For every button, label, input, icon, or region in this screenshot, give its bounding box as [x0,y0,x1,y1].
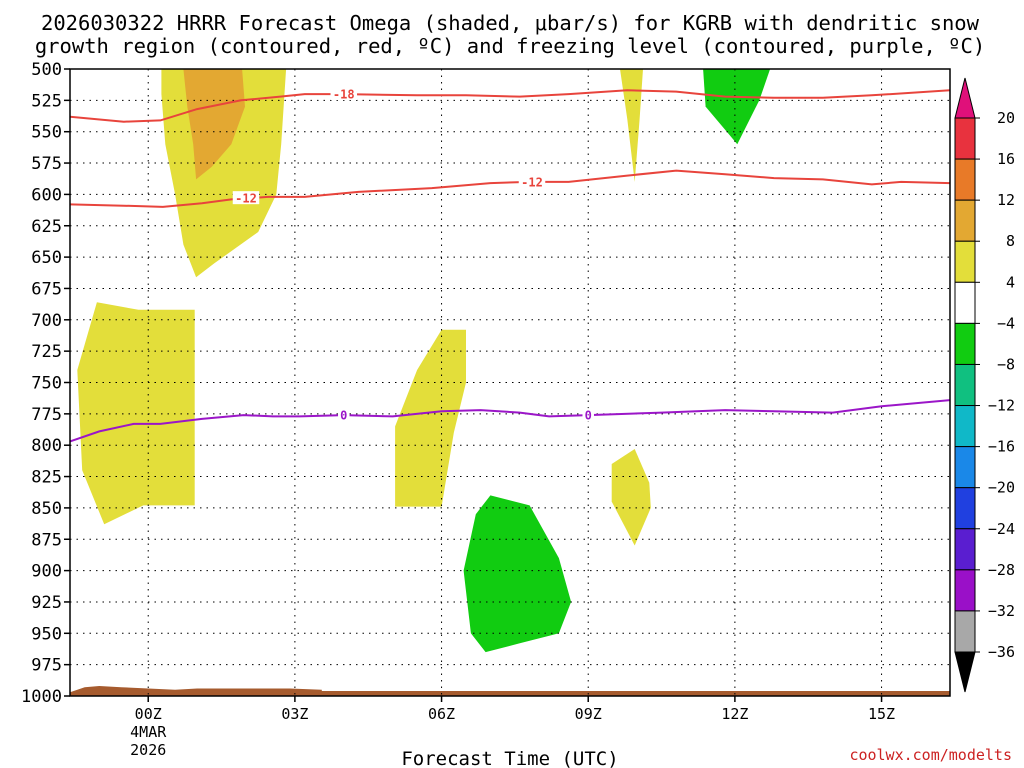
omega-region-5 [620,69,643,182]
y-tick-label: 600 [31,185,62,205]
y-tick-label: 675 [31,279,62,299]
chart-title-line1: 2026030322 HRRR Forecast Omega (shaded, … [41,11,980,35]
omega-region-2 [77,302,195,525]
chart-title-line2: growth region (contoured, red, ºC) and f… [35,34,985,58]
colorbar-under-arrow [954,651,976,693]
x-tick-label: 03Z [281,705,308,723]
colorbar-tick-label: −28 [988,561,1015,579]
omega-region-1 [183,69,245,180]
contours: -18 -12 0 -12 0 [70,87,950,443]
contour-line-1 [70,169,950,208]
x-tick-label: 00Z [135,705,162,723]
omega-region-3 [395,329,466,507]
omega-shading [77,69,771,653]
y-tick-label: 725 [31,342,62,362]
x-tick-label: 09Z [575,705,602,723]
contour-label-2-bg [338,408,350,422]
colorbar: 20 16 12 8 4 −4 −8 −12 −16 −20 −24 −28 −32 −36 [954,77,1015,693]
x-tick-date: 4MAR [130,723,167,741]
colorbar-bin [954,199,976,242]
y-tick-label: 975 [31,656,62,676]
x-axis-label: Forecast Time (UTC) [401,748,618,768]
x-tick-label: 15Z [868,705,895,723]
colorbar-tick-label: −24 [988,520,1015,538]
y-axis-ticks: 500 525 550 575 600 625 650 675 700 725 750 775 800 8… [21,60,70,707]
y-tick-label: 650 [31,248,62,268]
contour-label-1-bg [232,191,260,205]
x-tick-label: 12Z [721,705,748,723]
colorbar-bin [954,281,976,324]
terrain [70,686,950,696]
omega-region-7 [703,69,771,145]
colorbar-tick-label: −32 [988,602,1015,620]
contour-label-2: 0 [340,409,347,423]
y-tick-label: 625 [31,217,62,237]
y-tick-label: 550 [31,123,62,143]
colorbar-tick-label: −8 [997,355,1015,373]
colorbar-tick-label: 8 [1006,232,1015,250]
colorbar-bin [954,528,976,571]
omega-region-6 [463,495,572,653]
colorbar-tick-label: −36 [988,643,1015,661]
colorbar-tick-label: 20 [997,109,1015,127]
y-tick-label: 700 [31,311,62,331]
colorbar-tick-label: −16 [988,438,1015,456]
y-tick-label: 500 [31,60,62,80]
y-tick-label: 1000 [21,687,62,707]
contour-label-0: -18 [333,88,355,102]
x-tick-year: 2026 [130,741,166,759]
credit-text: coolwx.com/modelts [849,746,1012,764]
colorbar-tick-label: 16 [997,150,1015,168]
y-tick-label: 525 [31,91,62,111]
y-tick-label: 750 [31,374,62,394]
omega-region-4 [611,449,651,546]
colorbar-bin [954,363,976,407]
y-tick-label: 900 [31,562,62,582]
colorbar-bin [954,446,976,489]
colorbar-bin [954,405,976,448]
contour-line-0 [70,89,950,123]
colorbar-bin [954,610,976,653]
colorbar-tick-label: −4 [997,314,1015,332]
y-tick-label: 800 [31,436,62,456]
y-tick-label: 950 [31,624,62,644]
colorbar-bin [954,322,976,365]
colorbar-bin [954,569,976,612]
colorbar-over-arrow [954,77,976,119]
colorbar-tick-label: 12 [997,191,1015,209]
colorbar-tick-label: −12 [988,397,1015,415]
colorbar-bin [954,240,976,283]
contour-label-extra-1-bg [582,408,594,422]
y-tick-label: 575 [31,154,62,174]
colorbar-bin [954,117,976,160]
colorbar-tick-label: 4 [1006,273,1015,291]
contour-label-0-bg [330,87,358,101]
contour-line-2 [70,399,950,443]
y-tick-label: 925 [31,593,62,613]
contour-label-extra-1: 0 [585,409,592,423]
contour-label-extra-0-bg [518,174,546,188]
grid-lines [70,69,950,696]
x-tick-label: 06Z [428,705,455,723]
y-tick-label: 875 [31,530,62,550]
colorbar-bin [954,487,976,530]
contour-label-1: -12 [235,192,257,206]
y-tick-label: 850 [31,499,62,519]
y-tick-label: 825 [31,468,62,488]
contour-label-extra-0: -12 [521,175,543,189]
colorbar-tick-label: −20 [988,479,1015,497]
terrain-fill [70,686,950,696]
colorbar-bin [954,158,976,201]
y-tick-label: 775 [31,405,62,425]
